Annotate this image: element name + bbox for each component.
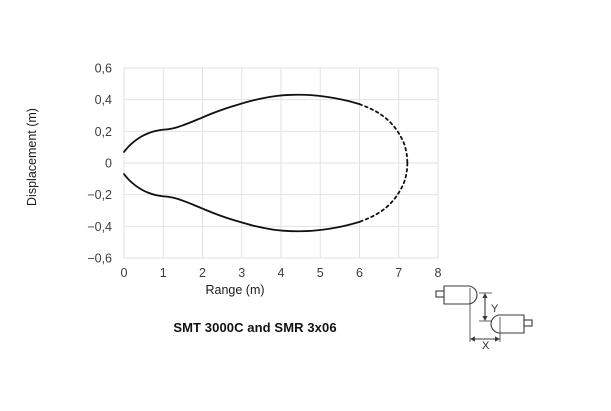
- x-tick-label: 6: [356, 266, 363, 280]
- x-tick-label: 2: [199, 266, 206, 280]
- x-dimension-label: X: [482, 340, 490, 350]
- x-tick-label: 8: [435, 266, 442, 280]
- curve-lower-branch-dashed: [358, 162, 409, 223]
- sensor-pair-diagram: Y X: [424, 278, 564, 350]
- x-tick-labels: 0 1 2 3 4 5 6 7 8: [121, 266, 442, 280]
- chart-area: 0 1 2 3 4 5 6 7 8 −0,6 −0,4 −0,2 0 0,2 0,4 0,6 Range (…: [25, 62, 442, 298]
- curve-upper-branch-dashed: [358, 103, 409, 164]
- plot-svg: 0 1 2 3 4 5 6 7 8 −0,6 −0,4 −0,2 0 0,2 0,4 0,6: [87, 62, 442, 281]
- x-axis-title: Range (m): [205, 283, 265, 297]
- y-tick-label: 0: [105, 157, 112, 171]
- y-tick-label: −0,4: [87, 220, 112, 234]
- x-tick-label: 0: [121, 266, 128, 280]
- gridlines: [123, 67, 439, 259]
- curve-lower-branch-solid: [123, 173, 361, 233]
- x-dimension-arrow: [469, 288, 501, 342]
- curve-series-group: [123, 93, 409, 233]
- y-tick-label: 0,2: [95, 125, 112, 139]
- x-tick-label: 4: [278, 266, 285, 280]
- curve-upper-branch-solid: [123, 93, 361, 153]
- y-dimension-arrow: [479, 292, 492, 322]
- y-axis-title: Displacement (m): [25, 108, 39, 206]
- figure-caption: SMT 3000C and SMR 3x06: [173, 320, 337, 335]
- y-tick-label: −0,2: [87, 188, 112, 202]
- receiver-icon: [490, 314, 533, 334]
- transmitter-icon: [435, 285, 478, 305]
- y-dimension-label: Y: [491, 303, 499, 315]
- y-tick-label: 0,6: [95, 62, 112, 76]
- x-tick-label: 7: [395, 266, 402, 280]
- x-tick-label: 5: [317, 266, 324, 280]
- y-tick-label: 0,4: [95, 93, 112, 107]
- x-tick-label: 1: [160, 266, 167, 280]
- x-tick-label: 3: [238, 266, 245, 280]
- y-tick-label: −0,6: [87, 252, 112, 266]
- y-tick-labels: −0,6 −0,4 −0,2 0 0,2 0,4 0,6: [87, 62, 112, 266]
